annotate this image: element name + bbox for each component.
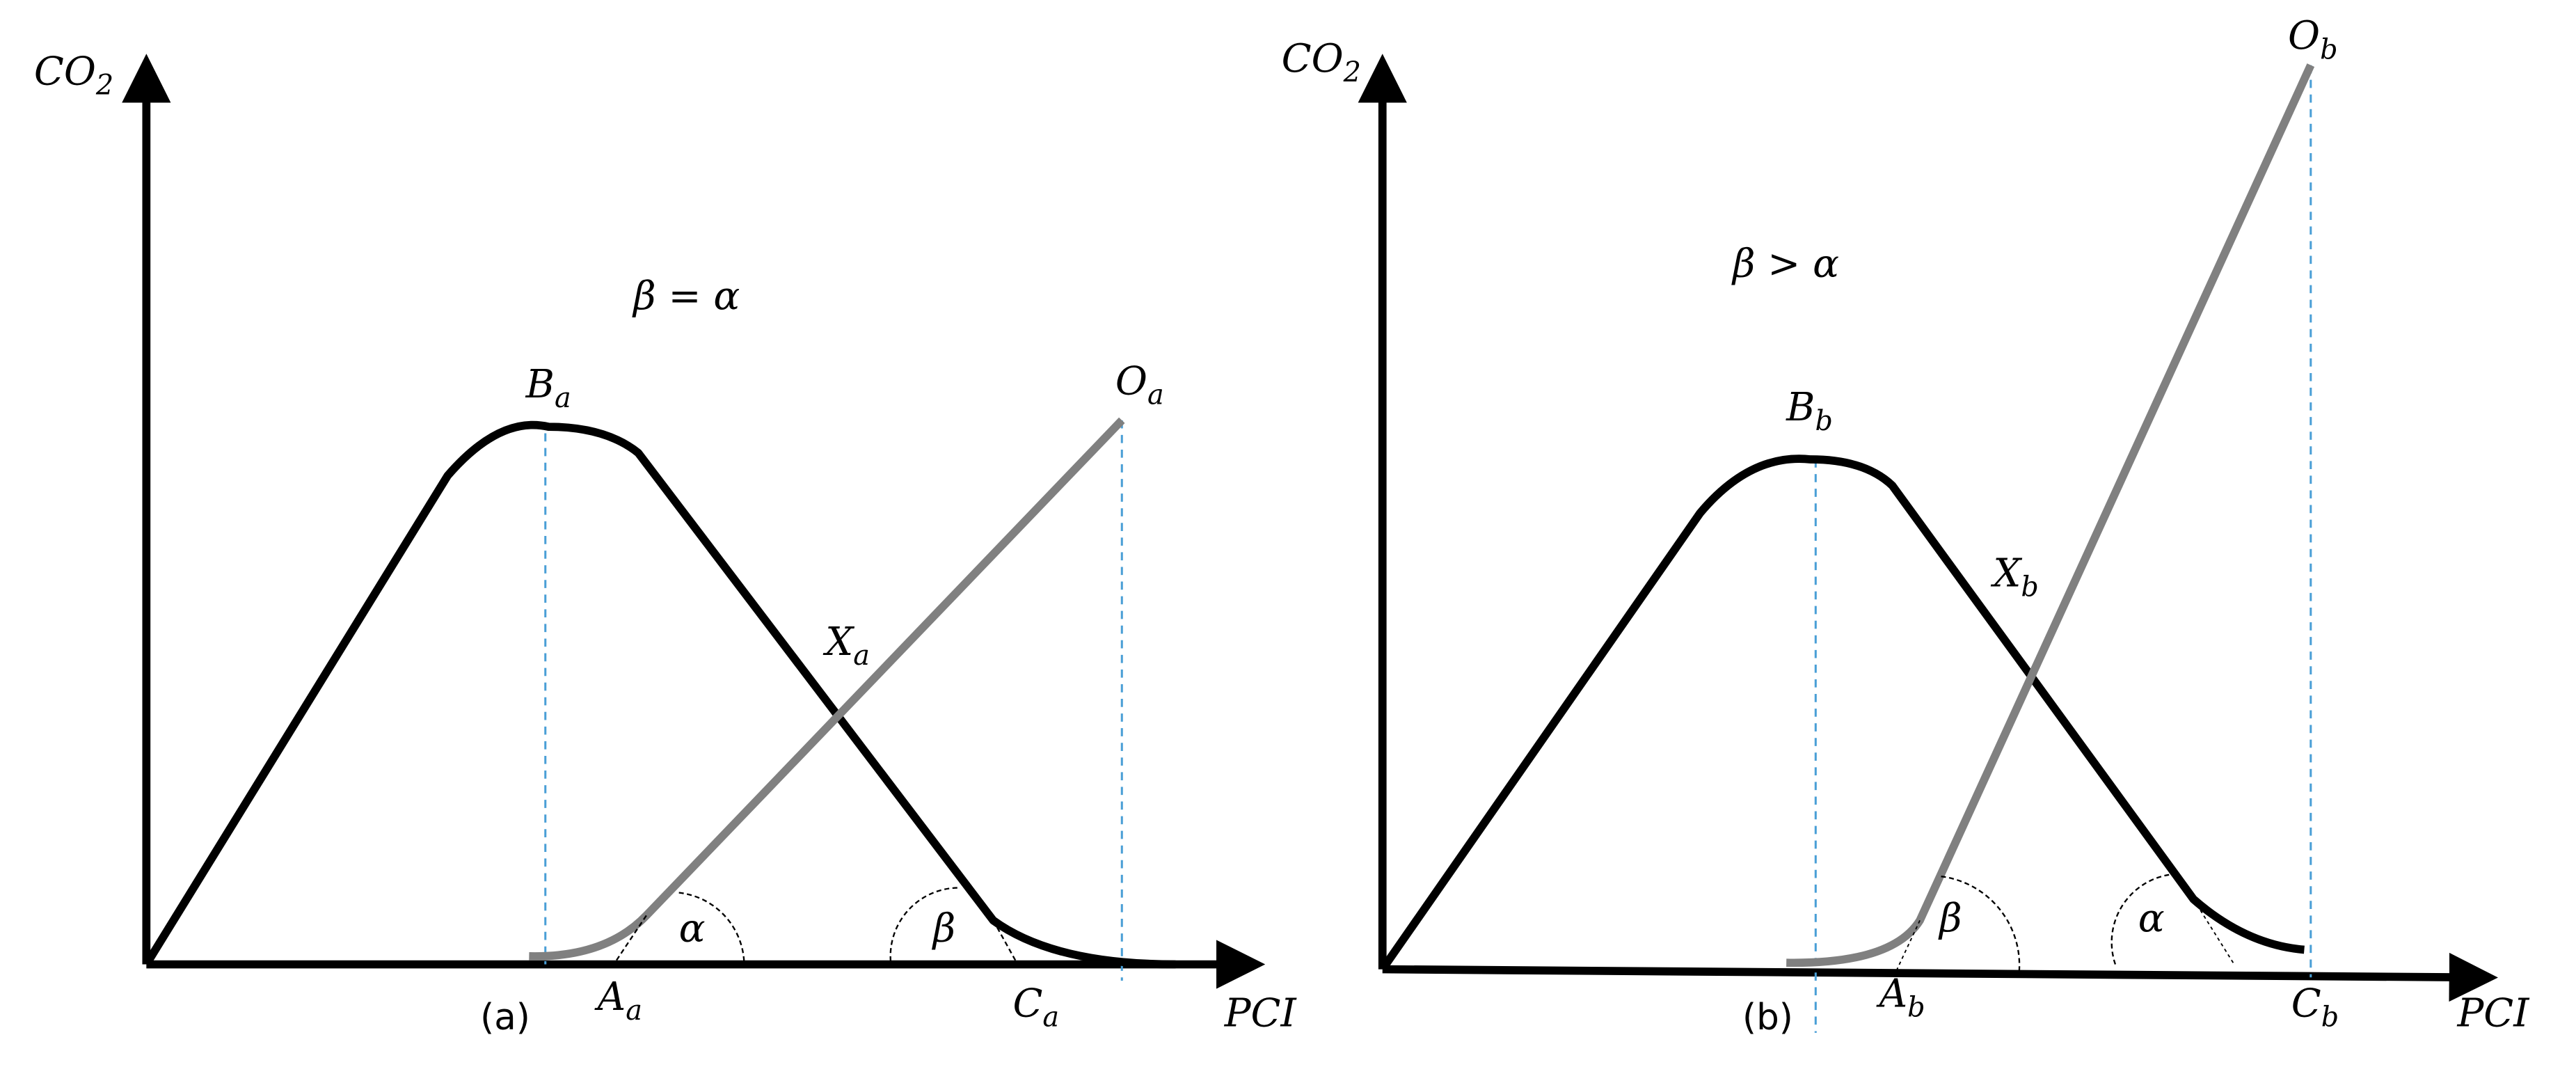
curve — [1378, 455, 2305, 972]
point-label: Ba — [525, 362, 571, 414]
x-axis — [1382, 952, 2498, 1002]
point-label: Bb — [1786, 385, 1833, 437]
y-axis-label: CO2 — [1282, 36, 1361, 88]
panel-a: CO2 PCI β = α Ba Oa Xa Aa Ca α β (a) — [34, 49, 1298, 1038]
panel-tag: (a) — [480, 997, 530, 1038]
point-label: Cb — [2291, 981, 2339, 1033]
relation: β = α — [632, 274, 740, 319]
point-label: Ob — [2288, 13, 2338, 65]
angle-label: β — [932, 906, 955, 951]
point-label: Oa — [1115, 358, 1164, 411]
tangent — [1896, 899, 2235, 970]
angle-label: α — [2138, 896, 2165, 942]
angle-label: α — [679, 906, 706, 951]
angle-label: β — [1938, 896, 1962, 942]
line — [1786, 63, 2315, 967]
panel-tag: (b) — [1742, 997, 1793, 1038]
line — [529, 417, 1125, 961]
angle-arc — [1941, 876, 2021, 971]
point-label: Ab — [1876, 971, 1925, 1023]
y-axis-label: CO2 — [34, 49, 113, 102]
relation: β > α — [1731, 242, 1839, 287]
panel-b: CO2 PCI β > α Bb Ob Xb Ab Cb β α (b) — [1282, 13, 2531, 1038]
point-label: Ca — [1012, 981, 1059, 1033]
point-label: Xa — [822, 619, 870, 672]
x-axis-label: PCI — [1224, 990, 1298, 1036]
angle-arc — [678, 892, 745, 961]
point-label: Aa — [594, 974, 642, 1027]
x-axis-label: PCI — [2456, 990, 2530, 1036]
tangent — [613, 915, 1019, 965]
angle-arc — [2110, 874, 2170, 965]
point-label: Xb — [1990, 551, 2038, 603]
curve — [143, 420, 1176, 969]
